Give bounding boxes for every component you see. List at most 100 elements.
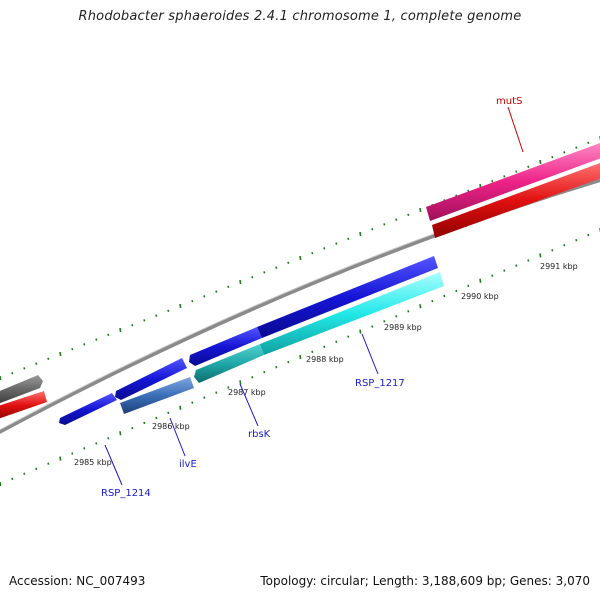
outer-tick-mark: [167, 309, 170, 313]
inner-tick-mark: [587, 233, 590, 237]
outer-tick-mark: [563, 151, 566, 154]
inner-tick-mark: [515, 264, 518, 267]
outer-tick-mark: [95, 338, 98, 341]
gene-feature-mutS-red: [432, 163, 600, 238]
outer-tick-mark: [551, 155, 554, 159]
inner-tick-mark: [455, 289, 458, 293]
outer-tick-ring: [0, 136, 600, 381]
outer-tick-mark: [407, 213, 410, 217]
inner-tick-mark: [467, 284, 470, 288]
inner-tick-mark: [203, 396, 206, 399]
inner-tick-mark: [227, 386, 230, 389]
feature-track-lower: [120, 272, 444, 414]
inner-tick-mark: [95, 442, 98, 445]
inner-tick-mark: [503, 269, 506, 272]
chromosome-backbone: [0, 177, 600, 434]
outer-tick-mark: [71, 347, 74, 351]
gene-feature-teal: [194, 344, 264, 383]
inner-tick-mark: [371, 325, 374, 328]
outer-tick-mark: [191, 299, 194, 303]
outer-tick-mark: [203, 295, 206, 298]
inner-tick-mark: [215, 391, 218, 394]
genome-summary-text: Topology: circular; Length: 3,188,609 bp…: [260, 574, 590, 588]
gene-label-mutS: mutS: [496, 96, 522, 107]
inner-tick-mark: [35, 467, 38, 471]
leader-rbsK: [239, 383, 259, 427]
inner-tick-mark: [179, 405, 182, 410]
tick-label-2990: 2990 kbp: [461, 292, 499, 301]
tick-labels: 2985 kbp 2986 kbp 2987 kbp 2988 kbp 2989…: [74, 262, 578, 467]
outer-tick-mark: [83, 343, 86, 346]
inner-tick-mark: [59, 456, 62, 461]
outer-tick-mark: [35, 362, 38, 365]
inner-tick-mark: [275, 365, 278, 369]
inner-tick-mark: [167, 411, 170, 415]
outer-tick-mark: [371, 227, 374, 231]
gene-feature-cyan: [260, 272, 444, 355]
outer-tick-mark: [575, 146, 578, 149]
inner-tick-mark: [299, 354, 302, 360]
inner-tick-mark: [83, 447, 86, 450]
inner-tick-mark: [131, 426, 134, 430]
inner-tick-mark: [539, 253, 542, 258]
outer-tick-mark: [515, 170, 518, 173]
outer-tick-mark: [119, 327, 122, 333]
outer-tick-mark: [539, 159, 542, 165]
outer-tick-mark: [287, 261, 290, 265]
outer-tick-mark: [131, 323, 134, 327]
label-leaders: [104, 106, 524, 486]
accession-text: Accession: NC_007493: [9, 574, 146, 588]
outer-tick-mark: [527, 165, 530, 169]
gene-label-rbsK: rbsK: [248, 429, 271, 440]
inner-tick-mark: [407, 310, 410, 313]
inner-tick-mark: [419, 304, 422, 309]
inner-tick-mark: [251, 376, 254, 379]
inner-tick-mark: [551, 249, 554, 252]
outer-tick-mark: [383, 223, 386, 226]
feature-track-forward: [59, 256, 438, 425]
inner-tick-mark: [239, 380, 242, 385]
feature-track-upper: [0, 143, 600, 419]
map-title: Rhodobacter sphaeroides 2.4.1 chromosome…: [78, 9, 522, 24]
outer-tick-mark: [359, 231, 362, 237]
outer-tick-mark: [587, 141, 590, 145]
inner-tick-mark: [143, 421, 146, 425]
gene-label-ilvE: ilvE: [179, 459, 197, 470]
tick-label-2987: 2987 kbp: [228, 388, 266, 397]
gene-feature-grey: [0, 375, 43, 404]
gene-RSP_1214: [59, 393, 117, 425]
inner-tick-mark: [47, 462, 50, 465]
inner-tick-mark: [431, 299, 434, 303]
inner-tick-mark: [11, 477, 14, 481]
inner-tick-mark: [395, 315, 398, 318]
inner-tick-mark: [155, 416, 158, 420]
outer-tick-mark: [0, 375, 2, 381]
inner-tick-mark: [383, 320, 386, 323]
outer-tick-mark: [311, 251, 314, 255]
outer-tick-mark: [11, 371, 14, 375]
chromosome-backbone-highlight: [0, 177, 600, 431]
gene-feature-steel: [120, 377, 194, 414]
outer-tick-mark: [299, 255, 302, 261]
outer-tick-mark: [503, 175, 506, 178]
outer-tick-mark: [59, 351, 62, 357]
leader-RSP_1217: [361, 333, 379, 375]
outer-tick-mark: [107, 333, 110, 337]
outer-tick-mark: [47, 357, 50, 361]
outer-tick-mark: [155, 314, 158, 317]
inner-tick-mark: [335, 340, 338, 344]
inner-tick-mark: [191, 401, 194, 404]
outer-tick-mark: [215, 290, 218, 293]
gene-feature-mutS-magenta: [426, 143, 600, 221]
inner-tick-mark: [23, 472, 26, 476]
outer-tick-mark: [323, 247, 326, 250]
inner-tick-mark: [0, 481, 2, 487]
outer-tick-mark: [179, 303, 182, 309]
outer-tick-mark: [227, 285, 230, 289]
leader-RSP_1214: [104, 444, 123, 486]
inner-tick-mark: [575, 238, 578, 242]
leader-ilvE: [169, 417, 186, 457]
tick-label-2989: 2989 kbp: [384, 323, 422, 332]
inner-tick-mark: [119, 431, 122, 436]
